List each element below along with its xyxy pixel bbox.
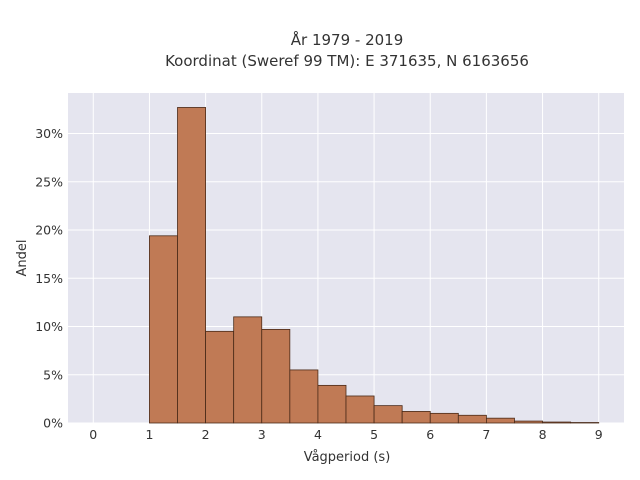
x-tick-label: 3 bbox=[258, 427, 266, 442]
x-axis-label: Vågperiod (s) bbox=[304, 450, 391, 465]
histogram-bar bbox=[457, 414, 487, 424]
histogram-bar bbox=[345, 395, 375, 424]
histogram-bar bbox=[261, 329, 291, 424]
y-tick-label: 25% bbox=[35, 174, 63, 189]
bars bbox=[149, 107, 600, 424]
y-tick-label: 10% bbox=[35, 319, 63, 334]
histogram-bar bbox=[486, 417, 515, 424]
y-tick-label: 20% bbox=[35, 223, 63, 238]
chart-title-line-2: Koordinat (Sweref 99 TM): E 371635, N 61… bbox=[165, 52, 529, 70]
x-tick-label: 4 bbox=[314, 427, 322, 442]
histogram-bar bbox=[149, 235, 178, 424]
x-tick-label: 2 bbox=[202, 427, 210, 442]
histogram-bar bbox=[401, 411, 431, 424]
y-tick-labels: 0% 5% 10% 15% 20% 25% 30% bbox=[35, 126, 63, 430]
x-tick-label: 9 bbox=[595, 427, 603, 442]
x-tick-label: 0 bbox=[89, 427, 97, 442]
y-tick-label: 15% bbox=[35, 271, 63, 286]
x-tick-label: 8 bbox=[539, 427, 547, 442]
histogram-bar bbox=[205, 330, 235, 424]
histogram-bar bbox=[429, 412, 459, 424]
x-tick-label: 5 bbox=[370, 427, 378, 442]
x-tick-label: 6 bbox=[426, 427, 434, 442]
y-tick-label: 30% bbox=[35, 126, 63, 141]
y-tick-label: 0% bbox=[43, 416, 63, 431]
x-tick-label: 7 bbox=[482, 427, 490, 442]
chart-title-line-1: År 1979 - 2019 bbox=[291, 30, 404, 49]
x-tick-labels: 0 1 2 3 4 5 6 7 8 9 bbox=[89, 427, 602, 442]
histogram-bar bbox=[317, 384, 347, 424]
x-tick-label: 1 bbox=[145, 427, 153, 442]
histogram-bar bbox=[233, 316, 263, 424]
histogram-bar bbox=[177, 107, 206, 424]
y-tick-label: 5% bbox=[43, 367, 63, 382]
histogram-bar bbox=[514, 420, 543, 424]
histogram-bar bbox=[542, 421, 572, 424]
histogram-bar bbox=[373, 405, 403, 424]
y-axis-label: Andel bbox=[15, 240, 30, 277]
histogram-bar bbox=[289, 369, 319, 424]
